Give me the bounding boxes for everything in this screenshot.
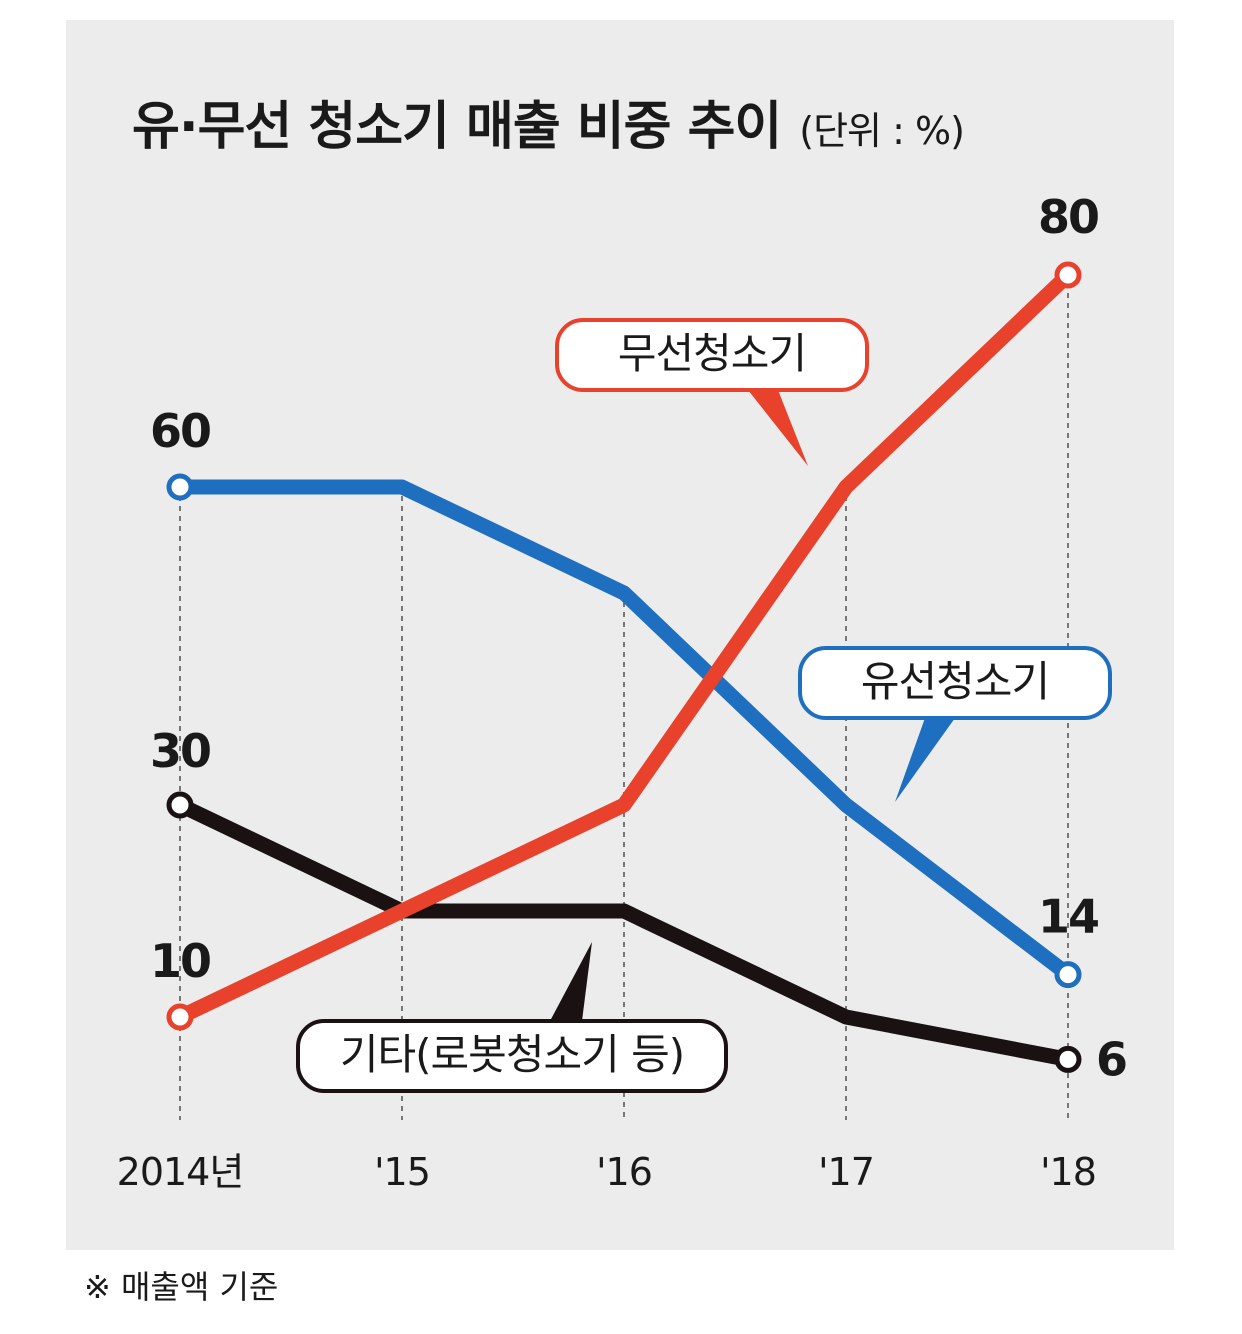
x-tick-0: 2014년: [117, 1150, 244, 1194]
series-line-2: [172, 797, 1076, 1067]
x-tick-3: '17: [818, 1150, 874, 1194]
value-labels: 60 14 10 80 30 6: [150, 190, 1128, 1086]
marker-0-0: [166, 473, 194, 501]
x-tick-2: '16: [596, 1150, 652, 1194]
marker-0-4: [1054, 961, 1082, 989]
value-label-1-18: 80: [1038, 190, 1098, 244]
series-label-2: 기타(로봇청소기 등): [340, 1030, 684, 1079]
callout-box-2: [296, 1019, 728, 1093]
series-label-0: 유선청소기: [861, 657, 1049, 706]
x-axis-ticks: 2014년 '15 '16 '17 '18: [117, 1150, 1097, 1194]
value-label-2-18: 6: [1096, 1032, 1126, 1086]
series-line-0: [172, 479, 1076, 983]
callout-pointer-1: [748, 390, 808, 466]
marker-1-4: [1054, 261, 1082, 289]
value-label-0-2014: 60: [150, 404, 210, 458]
value-label-0-18: 14: [1038, 890, 1098, 944]
chart-title: 유·무선 청소기 매출 비중 추이: [132, 97, 782, 157]
callout-box-0: [798, 646, 1112, 720]
series-label-1: 무선청소기: [618, 329, 806, 378]
endpoint-markers: [166, 261, 1082, 1073]
value-label-1-2014: 10: [150, 934, 210, 988]
marker-2-0: [166, 791, 194, 819]
x-tick-1: '15: [374, 1150, 430, 1194]
marker-1-0: [166, 1003, 194, 1031]
title-row: 유·무선 청소기 매출 비중 추이 (단위 : %): [132, 84, 965, 159]
callout-pointer-0: [895, 718, 955, 802]
callout-pointer-2: [550, 942, 592, 1021]
series-line-1: [172, 267, 1076, 1025]
series-lines: [172, 267, 1076, 1067]
value-label-2-2014: 30: [150, 724, 210, 778]
x-tick-4: '18: [1040, 1150, 1096, 1194]
footnote: ※ 매출액 기준: [84, 1268, 279, 1306]
callout-box-1: [555, 318, 869, 392]
unit-label: (단위 : %): [799, 109, 965, 153]
marker-2-4: [1054, 1045, 1082, 1073]
